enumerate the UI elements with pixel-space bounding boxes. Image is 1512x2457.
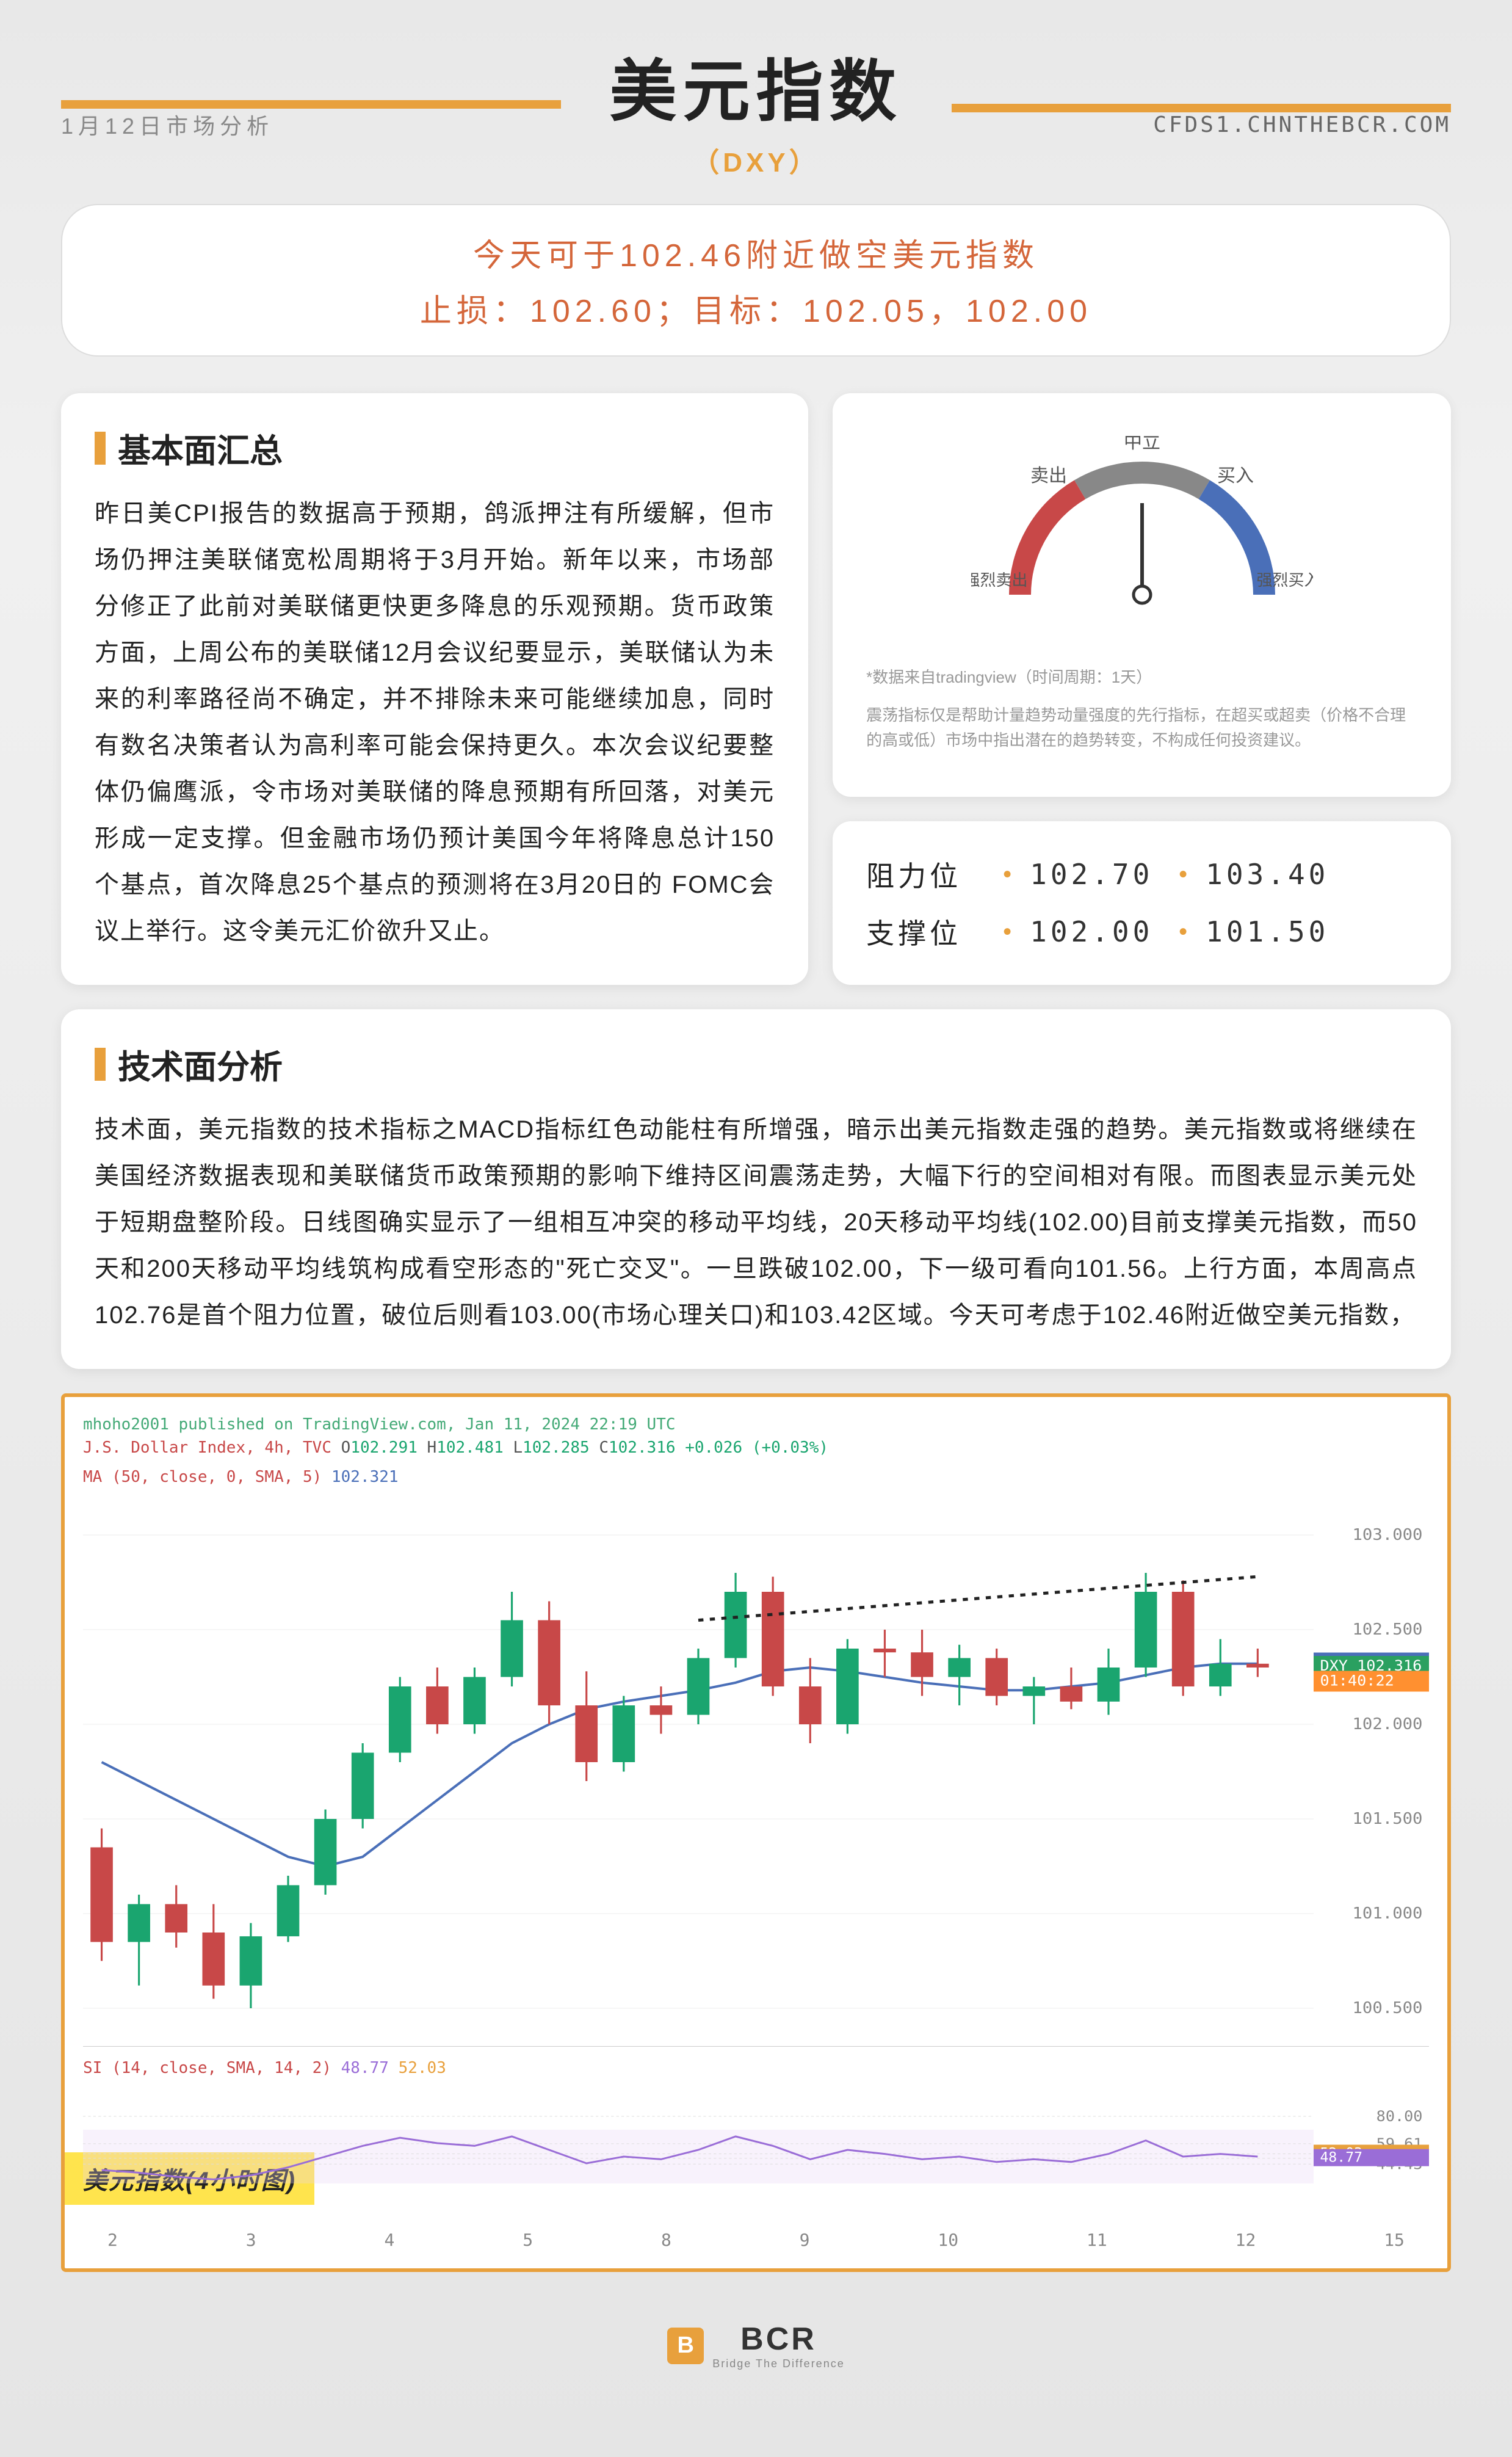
page-title: 美元指数 [610,37,903,134]
support-row: 支撑位 • 102.00 • 101.50 [866,903,1417,960]
signal-sl-tp: 止损：102.60；目标：102.05，102.00 [99,285,1413,331]
bullet-icon: • [1003,918,1015,946]
gauge-note-1: *数据来自tradingview（时间周期：1天） [866,665,1417,691]
signal-entry: 今天可于102.46附近做空美元指数 [99,230,1413,275]
svg-text:101.000: 101.000 [1353,1904,1423,1923]
technical-body: 技术面，美元指数的技术指标之MACD指标红色动能柱有所增强，暗示出美元指数走强的… [95,1106,1417,1338]
source-url: CFDS1.CHNTHEBCR.COM [927,112,1452,137]
support-2: 101.50 [1206,915,1340,948]
section-marker-icon [95,432,106,465]
logo-tagline: Bridge The Difference [712,2357,844,2370]
fundamentals-title: 基本面汇总 [95,424,775,472]
levels-card: 阻力位 • 102.70 • 103.40 支撑位 • 102.00 • 101… [833,821,1451,985]
technical-title-text: 技术面分析 [118,1040,283,1088]
svg-text:强烈买入: 强烈买入 [1256,571,1312,589]
logo-icon: B [667,2328,704,2364]
resistance-1: 102.70 [1030,858,1164,891]
svg-text:01:40:22: 01:40:22 [1320,1672,1394,1689]
logo-text: BCR [712,2321,844,2357]
rsi-meta: SI (14, close, SMA, 14, 2) 48.77 52.03 [83,2059,1429,2077]
chart-publish-meta: mhoho2001 published on TradingView.com, … [83,1415,1429,1434]
svg-text:100.500: 100.500 [1353,1999,1423,2017]
svg-text:买入: 买入 [1217,466,1254,486]
fundamentals-title-text: 基本面汇总 [118,424,283,472]
bullet-icon: • [1179,918,1191,946]
section-marker-icon [95,1048,106,1081]
svg-text:中立: 中立 [1124,436,1160,452]
chart-instrument: J.S. Dollar Index, 4h, TVC [83,1439,331,1457]
technical-title: 技术面分析 [95,1040,1417,1088]
sentiment-gauge-card: 强烈卖出 卖出 中立买入强烈买入 *数据来自tradingview（时间周期：1天）… [833,393,1451,797]
chart-x-axis: 23458910111215 [83,2224,1429,2250]
price-chart-card: mhoho2001 published on TradingView.com, … [61,1393,1451,2272]
svg-text:102.500: 102.500 [1353,1620,1423,1639]
candlestick-chart: 103.000 102.500 102.000 101.500 101.000 100.5… [83,1497,1429,2047]
support-1: 102.00 [1030,915,1164,948]
chart-ma-meta: MA (50, close, 0, SMA, 5) 102.321 [83,1468,1429,1486]
bullet-icon: • [1003,861,1015,888]
brand-logo: B BCR Bridge The Difference [667,2321,844,2370]
page-footer: B BCR Bridge The Difference [61,2321,1451,2370]
svg-text:101.500: 101.500 [1353,1810,1423,1828]
chart-instrument-meta: J.S. Dollar Index, 4h, TVC O102.291 H102… [83,1439,1429,1457]
page-subtitle: （DXY） [610,140,903,180]
date-label: 1月12日市场分析 [61,109,585,140]
page-header: 1月12日市场分析 美元指数 （DXY） CFDS1.CHNTHEBCR.COM [61,37,1451,180]
sentiment-gauge: 强烈卖出 卖出 中立买入强烈买入 [971,436,1313,631]
gauge-note-2: 震荡指标仅是帮助计量趋势动量强度的先行指标，在超买或超卖（价格不合理的高或低）市… [866,703,1417,753]
resistance-label: 阻力位 [866,854,988,895]
bullet-icon: • [1179,861,1191,888]
svg-text:强烈卖出: 强烈卖出 [971,571,1027,589]
resistance-row: 阻力位 • 102.70 • 103.40 [866,846,1417,903]
header-bar-left [61,100,561,109]
fundamentals-body: 昨日美CPI报告的数据高于预期，鸽派押注有所缓解，但市场仍押注美联储宽松周期将于… [95,490,775,954]
resistance-2: 103.40 [1206,858,1340,891]
rsi-chart: 80.0059.6152.0348.7744.4352.0348.77 [83,2089,1429,2224]
fundamentals-card: 基本面汇总 昨日美CPI报告的数据高于预期，鸽派押注有所缓解，但市场仍押注美联储… [61,393,808,985]
svg-text:卖出: 卖出 [1030,466,1067,486]
svg-text:48.77: 48.77 [1320,2150,1363,2165]
svg-text:102.000: 102.000 [1353,1715,1423,1733]
support-label: 支撑位 [866,912,988,952]
svg-text:103.000: 103.000 [1353,1526,1423,1544]
header-bar-right [952,104,1452,112]
svg-text:80.00: 80.00 [1376,2108,1423,2125]
trade-signal-box: 今天可于102.46附近做空美元指数 止损：102.60；目标：102.05，1… [61,204,1451,357]
technical-card: 技术面分析 技术面，美元指数的技术指标之MACD指标红色动能柱有所增强，暗示出美… [61,1009,1451,1369]
